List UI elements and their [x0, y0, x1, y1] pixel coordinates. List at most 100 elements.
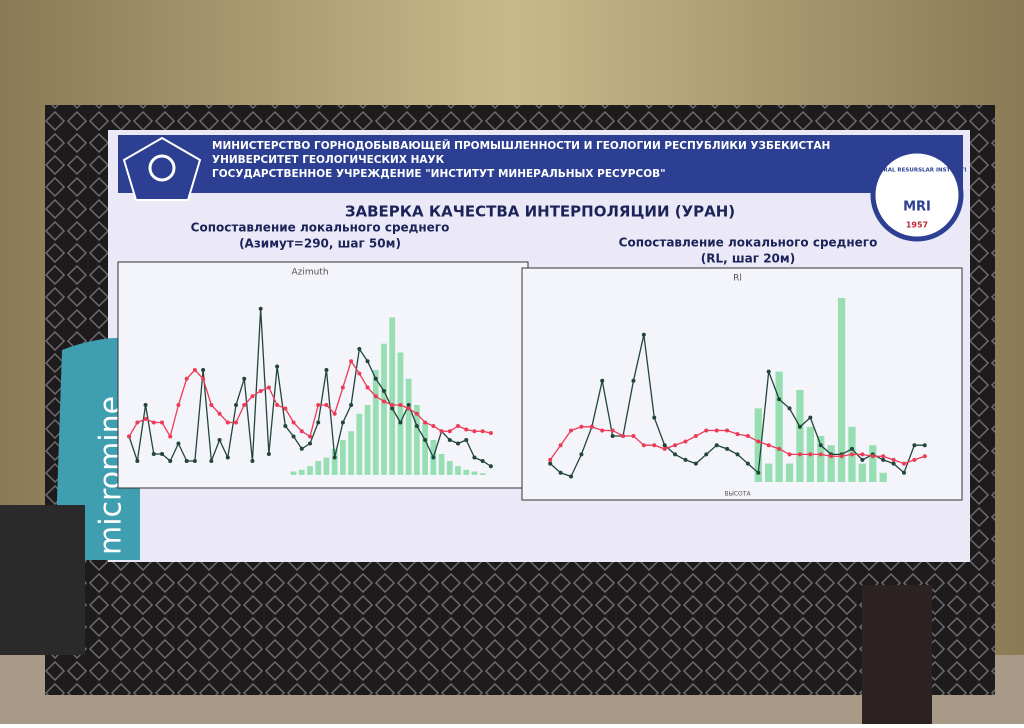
point — [176, 403, 181, 407]
point — [652, 443, 657, 448]
point — [447, 438, 452, 442]
header-line: ГОСУДАРСТВЕННОЕ УЧРЕЖДЕНИЕ "ИНСТИТУТ МИН… — [212, 168, 666, 180]
point — [316, 420, 321, 425]
point — [332, 411, 337, 416]
point — [160, 420, 164, 425]
point — [683, 439, 688, 444]
bar — [381, 343, 387, 475]
point — [275, 403, 280, 407]
point — [382, 389, 386, 393]
point — [398, 403, 403, 407]
point — [168, 459, 173, 463]
point — [414, 411, 419, 416]
point — [324, 403, 329, 407]
point — [641, 332, 646, 337]
point — [808, 415, 813, 420]
point — [652, 415, 657, 420]
point — [299, 429, 304, 434]
point — [579, 424, 584, 429]
point — [127, 434, 132, 439]
bar — [340, 440, 346, 475]
point — [332, 455, 337, 460]
point — [641, 443, 646, 448]
point — [151, 420, 156, 425]
logo-year: 1957 — [906, 221, 928, 230]
point — [308, 441, 312, 446]
bar — [414, 405, 420, 475]
point — [201, 376, 206, 381]
point — [184, 376, 189, 381]
bar — [405, 378, 412, 475]
bar — [455, 466, 461, 475]
point — [818, 443, 823, 448]
point — [797, 452, 802, 457]
point — [266, 385, 271, 390]
point — [135, 459, 140, 463]
point — [242, 376, 247, 381]
point — [558, 470, 563, 475]
point — [398, 420, 403, 425]
point — [901, 461, 906, 466]
point — [548, 461, 553, 466]
point — [373, 394, 378, 399]
point — [258, 389, 263, 393]
point — [735, 432, 740, 437]
point — [250, 459, 255, 463]
bar — [290, 471, 297, 475]
point — [431, 455, 436, 460]
point — [860, 457, 865, 462]
point — [610, 434, 615, 438]
point — [558, 443, 563, 448]
point — [439, 429, 444, 434]
bar — [323, 457, 330, 475]
point — [829, 454, 834, 459]
point — [135, 420, 140, 425]
point — [192, 368, 197, 372]
point — [756, 439, 761, 444]
chart-subtitle: Сопоставление локального среднего — [191, 221, 450, 235]
bar — [796, 390, 804, 482]
point — [673, 452, 678, 457]
point — [357, 347, 362, 351]
point — [673, 443, 678, 448]
point — [777, 397, 782, 402]
point — [431, 424, 436, 428]
point — [340, 385, 345, 390]
point — [870, 454, 875, 459]
point — [662, 443, 667, 448]
logo-text: MRI — [903, 200, 931, 215]
point — [849, 452, 854, 457]
point — [777, 446, 782, 451]
point — [143, 417, 148, 421]
bar — [754, 408, 762, 482]
chart-subtitle: (RL, шаг 20м) — [701, 252, 795, 266]
point — [839, 454, 844, 459]
point — [621, 434, 626, 438]
bar — [869, 445, 877, 482]
point — [704, 452, 709, 457]
bar — [858, 463, 867, 482]
header-line: МИНИСТЕРСТВО ГОРНОДОБЫВАЮЩЕЙ ПРОМЫШЛЕННО… — [212, 139, 830, 152]
point — [447, 429, 452, 434]
point — [291, 420, 296, 425]
point — [160, 452, 164, 456]
point — [390, 403, 395, 407]
point — [787, 452, 792, 457]
podium — [0, 505, 85, 655]
point — [365, 359, 370, 364]
point — [488, 464, 493, 469]
bar — [298, 469, 305, 475]
bar — [422, 422, 428, 475]
point — [569, 428, 574, 433]
point — [184, 459, 189, 463]
point — [488, 431, 493, 435]
point — [808, 452, 813, 457]
bar — [364, 405, 371, 475]
slide-title: ЗАВЕРКА КАЧЕСТВА ИНТЕРПОЛЯЦИИ (УРАН) — [345, 203, 735, 221]
point — [714, 443, 719, 448]
point — [631, 434, 636, 438]
bar — [471, 471, 478, 475]
point — [176, 441, 181, 446]
point — [357, 371, 362, 376]
